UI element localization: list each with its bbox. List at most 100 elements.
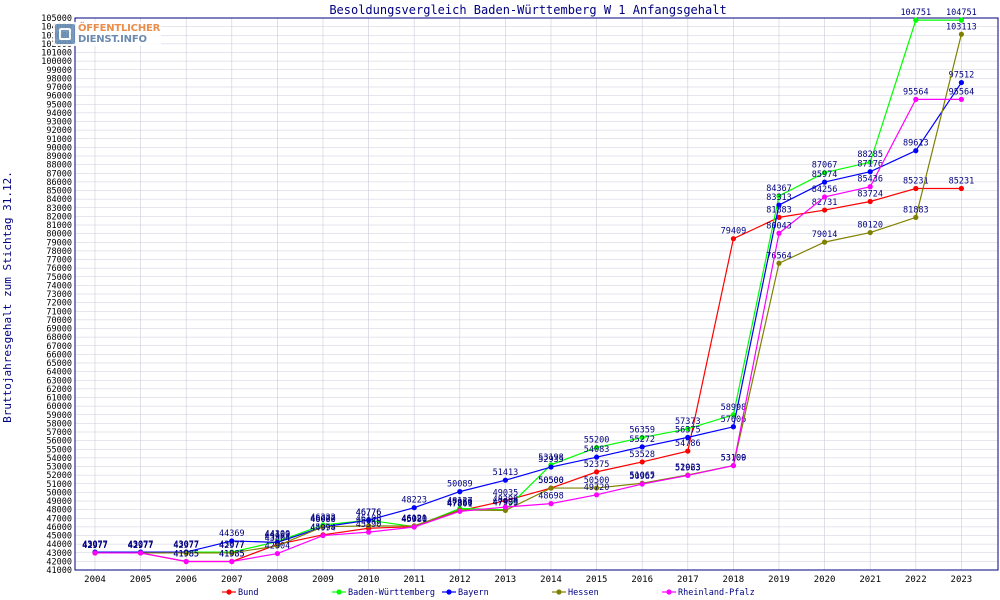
y-tick-label: 46000 — [46, 523, 72, 533]
data-point — [685, 434, 691, 440]
data-label: 57606 — [721, 415, 747, 425]
data-point — [730, 424, 737, 430]
legend-marker — [666, 589, 672, 595]
data-label: 47801 — [447, 499, 473, 509]
data-label: 54083 — [584, 445, 610, 455]
data-point — [548, 485, 554, 491]
plot-frame — [74, 17, 999, 571]
data-label: 46776 — [356, 508, 382, 518]
data-label: 56359 — [629, 426, 655, 436]
data-point — [366, 523, 372, 529]
data-label: 44300 — [265, 530, 291, 540]
data-point — [639, 444, 645, 450]
x-tick-label: 2005 — [130, 575, 152, 585]
x-tick-label: 2010 — [358, 575, 380, 585]
x-tick-label: 2009 — [312, 575, 334, 585]
data-label: 87176 — [857, 160, 883, 170]
series-line — [95, 19, 962, 553]
x-tick-label: 2012 — [449, 575, 471, 585]
data-label: 89613 — [903, 139, 929, 149]
data-label: 45390 — [356, 520, 382, 530]
data-label: 42977 — [128, 541, 154, 551]
x-tick-label: 2004 — [84, 575, 106, 585]
legend-item: Bayern — [442, 588, 489, 598]
data-point — [913, 148, 919, 154]
data-label: 48698 — [538, 492, 564, 502]
data-point — [411, 524, 417, 530]
data-point — [685, 448, 691, 454]
data-label: 46020 — [401, 515, 427, 525]
series-line — [95, 98, 962, 563]
data-point — [639, 459, 645, 465]
data-label: 45986 — [401, 515, 427, 525]
x-tick-label: 2023 — [951, 575, 973, 585]
data-label: 43077 — [82, 540, 108, 550]
x-tick-label: 2018 — [723, 575, 745, 585]
y-tick-label: 61000 — [46, 394, 72, 404]
x-tick-label: 2017 — [677, 575, 699, 585]
data-label: 47995 — [493, 498, 519, 508]
legend-marker — [446, 589, 452, 595]
y-tick-label: 63000 — [46, 376, 72, 386]
x-tick-label: 2019 — [768, 575, 790, 585]
data-label: 47860 — [447, 499, 473, 509]
data-label: 58998 — [721, 403, 747, 413]
data-label: 46020 — [401, 515, 427, 525]
legend-label: Bayern — [458, 588, 489, 598]
data-label: 88285 — [857, 150, 883, 160]
data-label: 57373 — [675, 417, 701, 427]
data-label: 52023 — [675, 463, 701, 473]
data-point — [502, 498, 508, 504]
data-point — [229, 550, 235, 556]
data-label: 83724 — [857, 190, 883, 200]
legend-item: Rheinland-Pfalz — [662, 588, 755, 598]
x-axis-ticks: 2004 2005 2006 2007 2008 2009 2010 2011 2012 2013… — [84, 575, 972, 585]
data-label: 81883 — [903, 205, 929, 215]
data-label: 51963 — [675, 463, 701, 473]
data-label: 43077 — [173, 540, 199, 550]
y-tick-label: 62000 — [46, 385, 72, 395]
data-point — [502, 477, 508, 483]
y-tick-label: 60000 — [46, 402, 72, 412]
data-point — [685, 426, 691, 432]
data-label: 85231 — [903, 177, 929, 187]
data-label: 46222 — [310, 513, 336, 523]
y-tick-label: 92000 — [46, 126, 72, 136]
site-logo: ÖFFENTLICHER DIENST.INFO — [53, 22, 161, 46]
y-tick-label: 44000 — [46, 540, 72, 550]
y-tick-label: 70000 — [46, 316, 72, 326]
data-point — [958, 17, 965, 23]
data-label: 49720 — [584, 483, 610, 493]
data-point — [958, 96, 965, 102]
data-label: 43804 — [265, 534, 291, 544]
data-point — [867, 169, 873, 175]
data-label: 44369 — [219, 529, 245, 539]
data-point — [274, 550, 280, 557]
y-tick-label: 52000 — [46, 471, 72, 481]
x-tick-label: 2008 — [267, 575, 289, 585]
data-label: 81883 — [766, 205, 792, 215]
data-point — [822, 170, 828, 176]
data-point — [776, 202, 782, 208]
y-tick-label: 74000 — [46, 281, 72, 291]
data-label: 42977 — [82, 541, 108, 551]
data-label: 104751 — [900, 8, 931, 18]
data-point — [229, 538, 235, 544]
y-tick-label: 83000 — [46, 204, 72, 214]
data-point — [776, 260, 782, 266]
series-line — [95, 187, 962, 563]
data-label: 42977 — [128, 541, 154, 551]
data-label: 47959 — [447, 498, 473, 508]
series-line — [95, 82, 962, 553]
data-label: 56375 — [675, 425, 701, 435]
legend-marker — [226, 589, 232, 595]
data-point — [366, 529, 372, 535]
data-point — [594, 492, 600, 498]
data-point — [274, 543, 280, 549]
logo-text-line1: ÖFFENTLICHER — [78, 23, 161, 34]
y-tick-label: 64000 — [46, 368, 72, 378]
data-label: 43077 — [128, 540, 154, 550]
data-point — [502, 504, 508, 510]
data-point — [594, 454, 600, 460]
